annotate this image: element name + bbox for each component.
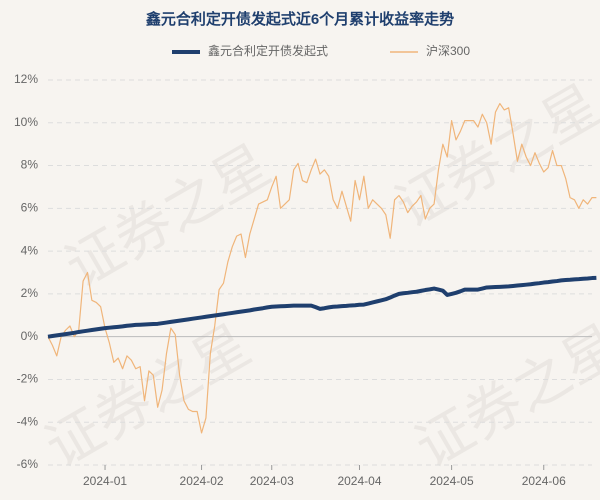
x-tick-label: 2024-04 <box>337 474 381 488</box>
series-line <box>47 275 597 339</box>
y-tick-label: -6% <box>17 457 39 471</box>
y-tick-label: 6% <box>21 201 39 215</box>
y-tick-label: 2% <box>21 286 39 300</box>
y-tick-label: 10% <box>14 115 38 129</box>
x-tick-label: 2024-03 <box>250 474 294 488</box>
x-tick-label: 2024-06 <box>522 474 566 488</box>
y-tick-label: -4% <box>17 414 39 428</box>
y-tick-label: 4% <box>21 243 39 257</box>
y-tick-label: -2% <box>17 372 39 386</box>
x-tick-label: 2024-01 <box>83 474 127 488</box>
legend-label: 鑫元合利定开债发起式 <box>208 43 328 58</box>
y-tick-label: 8% <box>21 158 39 172</box>
y-tick-label: 0% <box>21 329 39 343</box>
series-line <box>47 102 597 434</box>
x-tick-label: 2024-02 <box>180 474 224 488</box>
x-tick-label: 2024-05 <box>430 474 474 488</box>
chart-title: 鑫元合利定开债发起式近6个月累计收益率走势 <box>145 10 454 28</box>
y-tick-label: 12% <box>14 72 38 86</box>
legend-label: 沪深300 <box>426 44 470 58</box>
